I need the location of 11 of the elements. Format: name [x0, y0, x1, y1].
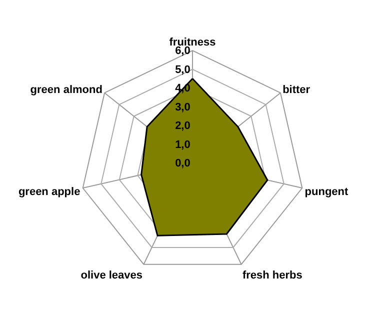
- spoke-label: olive leaves: [80, 269, 143, 282]
- y-tick-label: 2,0: [175, 120, 190, 132]
- y-tick-label: 3,0: [175, 101, 190, 114]
- spoke-label: bitter: [282, 84, 311, 96]
- spoke-label: green apple: [18, 186, 80, 198]
- y-tick-label: 0,0: [175, 158, 190, 170]
- y-tick-label: 1,0: [175, 138, 190, 151]
- spoke-label: fresh herbs: [242, 269, 302, 282]
- y-tick-label: 5,0: [175, 64, 190, 76]
- spoke-label: pungent: [304, 186, 349, 198]
- spoke-label: green almond: [30, 84, 102, 96]
